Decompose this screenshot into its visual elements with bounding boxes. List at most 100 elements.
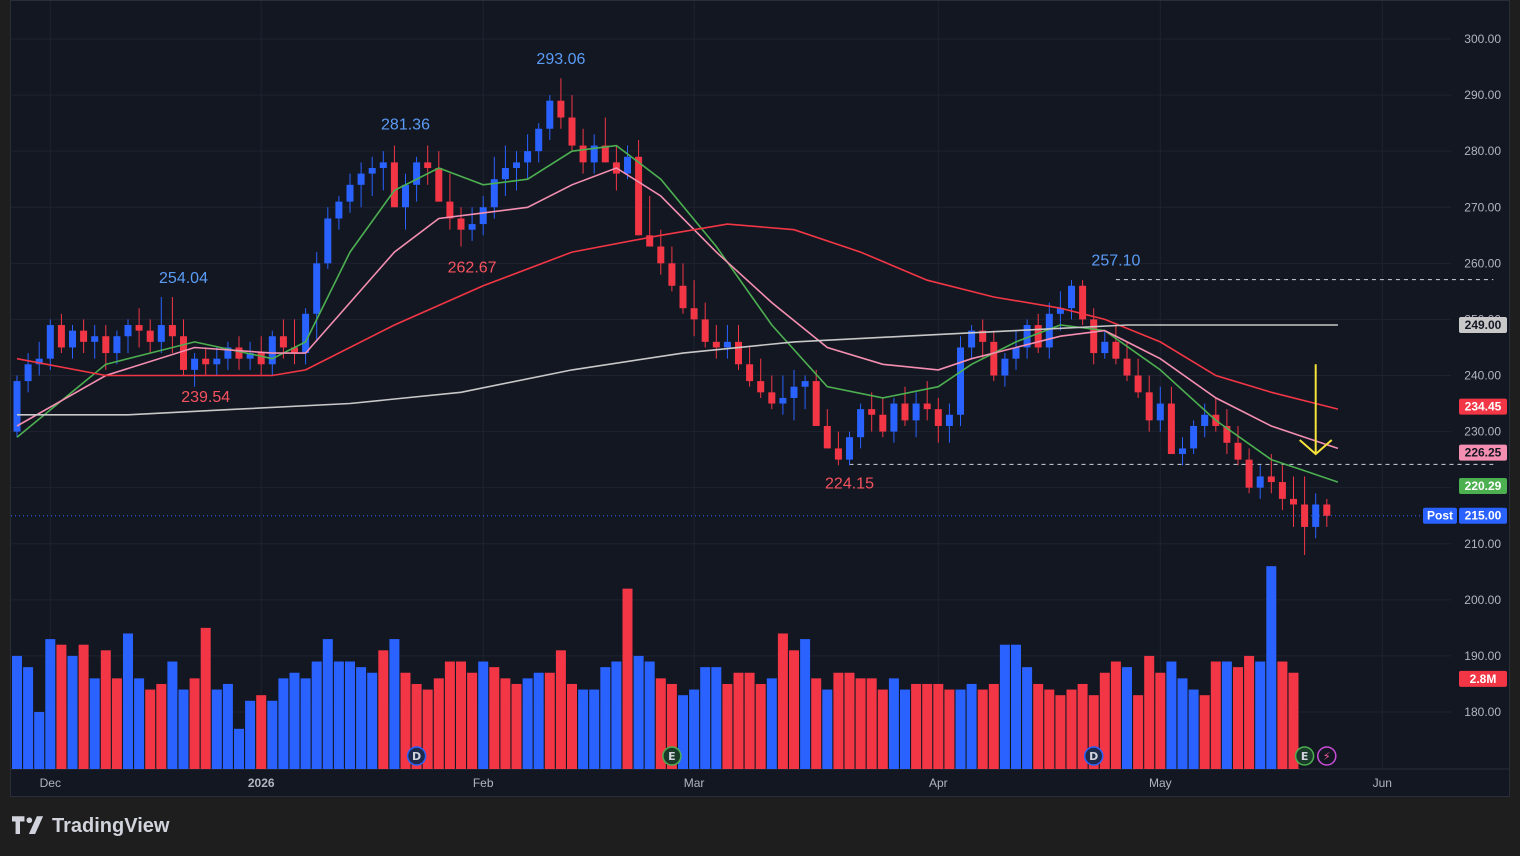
volume-bar [988,683,999,769]
brand[interactable]: TradingView [12,813,169,839]
time-tick-label: May [1149,776,1172,790]
candle-body [957,347,964,415]
candle-body [501,167,509,180]
candle-body [1278,482,1286,499]
volume-bar [1199,695,1210,769]
price-chart[interactable]: 300.00290.00280.00270.00260.00250.00240.… [11,1,1509,796]
candle-body [790,386,798,398]
candle [1056,291,1064,331]
candle-body [335,201,343,219]
volume-bar [234,728,244,769]
candle-body [257,353,265,365]
candle [524,134,532,180]
candle [1079,280,1087,326]
candle [1134,358,1142,398]
candle-body [1134,375,1142,393]
volume-bar [1077,683,1088,769]
price-annotation-label: 293.06 [536,51,585,68]
candle [590,134,598,174]
candle [679,263,687,314]
candle-body [24,364,32,382]
volume-bar [533,672,544,769]
volume-bar [67,655,78,769]
candle [668,246,676,292]
candle-body [746,364,754,382]
volume-bar [500,678,511,769]
candle [191,353,199,387]
candle [379,151,387,191]
moving-average-line [16,167,1339,450]
candle-body [46,325,54,359]
volume-bar [100,650,111,769]
time-tick-label: Apr [929,776,948,790]
candle [69,325,76,359]
candle-body [879,414,887,432]
candle [1267,454,1275,494]
candle [690,280,698,337]
volume-bar [356,667,367,769]
price-tag-box [1459,478,1507,495]
candle [746,347,754,387]
candle-body [524,151,532,163]
moving-average-line [16,223,1339,410]
candle-body [1179,448,1186,455]
candle [834,431,842,466]
candle-body [968,330,976,348]
volume-bar [578,689,589,769]
candle-body [224,347,232,359]
volume-bar [422,689,433,769]
candle-body [801,381,809,387]
candle [457,207,465,247]
volume-bar [145,689,156,769]
candle-body [1079,285,1087,320]
volume-bar [1244,655,1255,769]
volume-bar [1033,683,1044,769]
candle-body [368,167,376,174]
volume-bar [123,633,133,769]
price-tick-label: 200.00 [1464,593,1501,607]
candle [568,95,576,152]
candle-body [1256,476,1264,488]
candle [968,325,976,359]
volume-bar [333,661,344,769]
candle [990,330,998,382]
candle-body [624,156,631,174]
price-tag-label: 215.00 [1465,509,1502,523]
volume-bar [644,661,655,769]
candle [1156,386,1164,432]
candle [1278,465,1286,511]
candle [168,296,176,354]
volume-bar [167,661,178,769]
event-marker-circle [1317,746,1337,766]
candle [1112,325,1120,365]
candle [390,145,398,208]
candle-body [945,414,953,426]
candle-body [635,156,643,236]
volume-bar [555,650,566,769]
candle [1234,425,1242,466]
candle [24,353,32,393]
event-markers: D E D E ⚡ [406,746,1337,766]
candle-body [868,409,876,415]
volume-bar [844,672,855,769]
volume-bar [1188,689,1199,769]
volume-bar [811,678,822,769]
candle-body [646,235,654,247]
candle [1012,330,1020,370]
volume-bar [1277,661,1288,769]
candle-body [57,325,65,348]
candle-body [80,330,88,342]
candle-body [313,263,321,314]
price-tag-box [1459,317,1507,334]
volume-bar [111,678,122,769]
candle-body [857,409,865,438]
candle [945,403,953,443]
time-tick-label: Dec [40,776,61,790]
price-tag: 249.00 [1459,317,1507,334]
candle [435,151,443,202]
candle [1223,409,1231,455]
volume-bar [822,689,833,769]
volume-bar [999,644,1010,769]
volume-bar [222,683,233,769]
candle-body [246,353,254,359]
